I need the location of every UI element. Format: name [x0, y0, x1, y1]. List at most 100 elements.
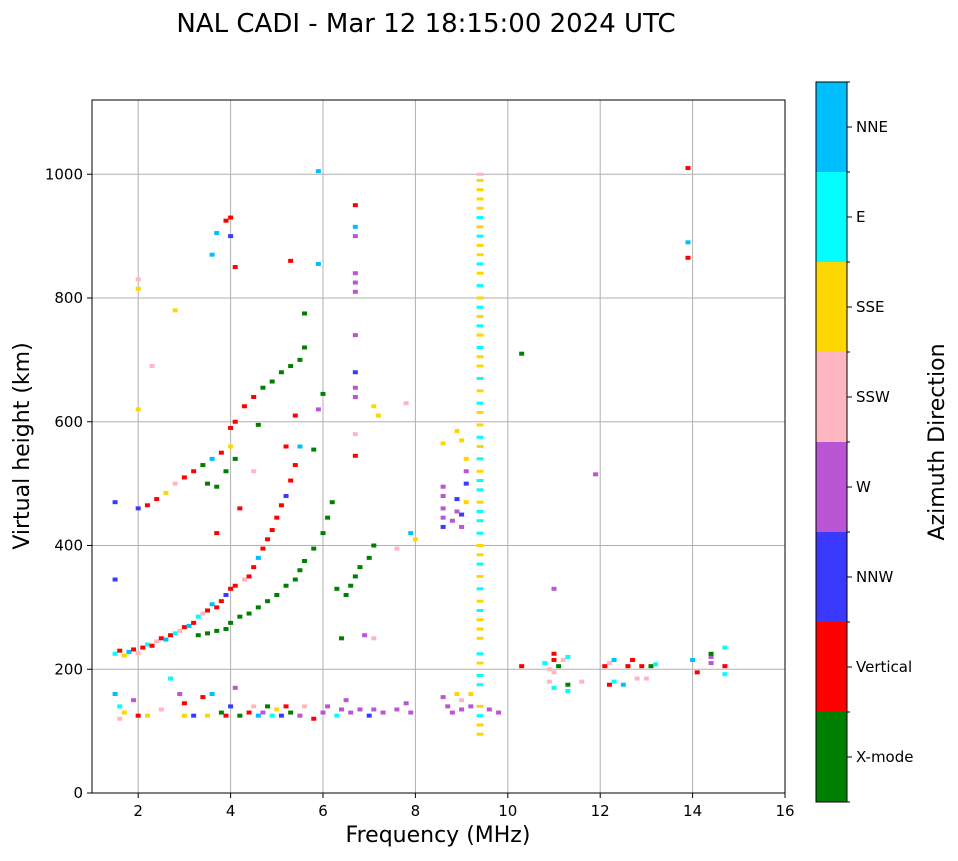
data-point-nnw	[459, 512, 465, 517]
data-point-vertical	[288, 478, 294, 483]
data-point-w	[440, 494, 446, 498]
colorbar-tick-label: NNE	[856, 118, 888, 136]
data-point-w	[486, 707, 492, 712]
data-point-x-mode	[228, 620, 234, 625]
data-point-ssw	[634, 676, 640, 681]
data-point-nne	[209, 456, 215, 461]
data-point-w	[708, 654, 714, 659]
data-point-ssw	[394, 546, 400, 551]
data-point-w	[343, 698, 349, 703]
data-point-e	[476, 346, 484, 349]
plot-frame	[91, 99, 786, 794]
data-point-x-mode	[352, 574, 358, 579]
data-point-w	[496, 710, 502, 715]
data-point-sse	[468, 692, 474, 696]
data-point-sse	[454, 429, 460, 434]
data-point-x-mode	[274, 593, 280, 597]
data-point-e	[476, 479, 484, 483]
data-point-w	[325, 704, 331, 709]
data-point-e	[476, 683, 484, 687]
data-point-vertical	[246, 574, 252, 579]
data-point-x-mode	[320, 531, 326, 536]
data-point-sse	[476, 599, 484, 603]
data-point-ssw	[158, 707, 164, 712]
data-point-nne	[620, 682, 626, 687]
data-point-ssw	[117, 716, 123, 721]
data-point-x-mode	[260, 385, 266, 390]
data-point-sse	[476, 296, 484, 300]
data-point-e	[117, 704, 123, 709]
data-point-sse	[412, 537, 418, 542]
data-point-ssw	[551, 670, 557, 675]
data-point-x-mode	[283, 583, 289, 588]
data-point-x-mode	[292, 577, 298, 582]
data-point-w	[551, 586, 557, 591]
x-tick-label: 12	[591, 802, 610, 820]
data-point-x-mode	[338, 636, 344, 641]
data-point-nne	[214, 231, 220, 236]
data-point-x-mode	[371, 543, 377, 548]
data-point-w	[260, 710, 266, 715]
data-point-x-mode	[311, 546, 317, 551]
data-point-sse	[121, 653, 127, 658]
data-point-nnw	[228, 704, 234, 709]
data-point-e	[195, 614, 201, 619]
data-point-sse	[135, 407, 141, 412]
data-point-sse	[440, 441, 446, 446]
data-point-sse	[476, 618, 484, 622]
x-tick-label: 16	[775, 802, 794, 820]
data-point-nne	[209, 692, 215, 696]
x-axis-label: Frequency (MHz)	[346, 823, 531, 848]
data-point-vertical	[117, 648, 123, 653]
x-tick-label: 4	[226, 802, 236, 820]
data-point-x-mode	[265, 599, 271, 604]
colorbar-segment-e	[816, 172, 847, 262]
chart-title: NAL CADI - Mar 12 18:15:00 2024 UTC	[176, 9, 675, 39]
data-point-nne	[255, 555, 261, 560]
data-point-vertical	[269, 528, 275, 533]
data-point-ssw	[606, 661, 612, 666]
data-point-x-mode	[288, 710, 294, 715]
data-point-nne	[255, 713, 261, 718]
data-point-sse	[476, 271, 484, 275]
data-point-e	[168, 676, 174, 681]
data-point-w	[315, 407, 321, 412]
data-point-ssw	[403, 401, 409, 406]
data-point-x-mode	[302, 558, 308, 563]
data-point-x-mode	[343, 593, 349, 597]
x-tick-label: 2	[133, 802, 143, 820]
data-point-vertical	[292, 413, 298, 418]
data-point-vertical	[685, 255, 691, 260]
data-point-ssw	[302, 704, 308, 709]
data-point-w	[371, 707, 377, 712]
data-point-e	[476, 608, 484, 612]
data-point-ssw	[241, 577, 247, 582]
data-point-vertical	[519, 664, 525, 669]
data-point-x-mode	[329, 500, 335, 505]
data-point-w	[468, 704, 474, 709]
data-point-nne	[315, 261, 321, 266]
grid	[92, 100, 786, 794]
colorbar-segment-ssw	[816, 352, 847, 442]
data-point-vertical	[214, 531, 220, 536]
data-point-e	[112, 651, 118, 656]
colorbar: X-mode Vertical NNW W SSW SSE E NNE	[815, 81, 913, 803]
data-point-nne	[209, 252, 215, 257]
data-point-ssw	[643, 676, 649, 681]
data-point-vertical	[606, 682, 612, 687]
data-point-nne	[611, 657, 617, 662]
data-point-vertical	[181, 475, 187, 480]
data-point-sse	[181, 713, 187, 718]
data-point-x-mode	[708, 651, 714, 656]
colorbar-tick-label: W	[856, 478, 871, 496]
data-point-sse	[135, 286, 141, 291]
data-point-vertical	[288, 258, 294, 263]
data-point-x-mode	[302, 311, 308, 316]
data-point-e	[653, 662, 659, 667]
data-point-sse	[476, 188, 484, 192]
data-point-x-mode	[556, 664, 562, 669]
data-point-x-mode	[223, 469, 229, 474]
data-point-x-mode	[278, 370, 284, 375]
data-point-x-mode	[246, 611, 252, 616]
